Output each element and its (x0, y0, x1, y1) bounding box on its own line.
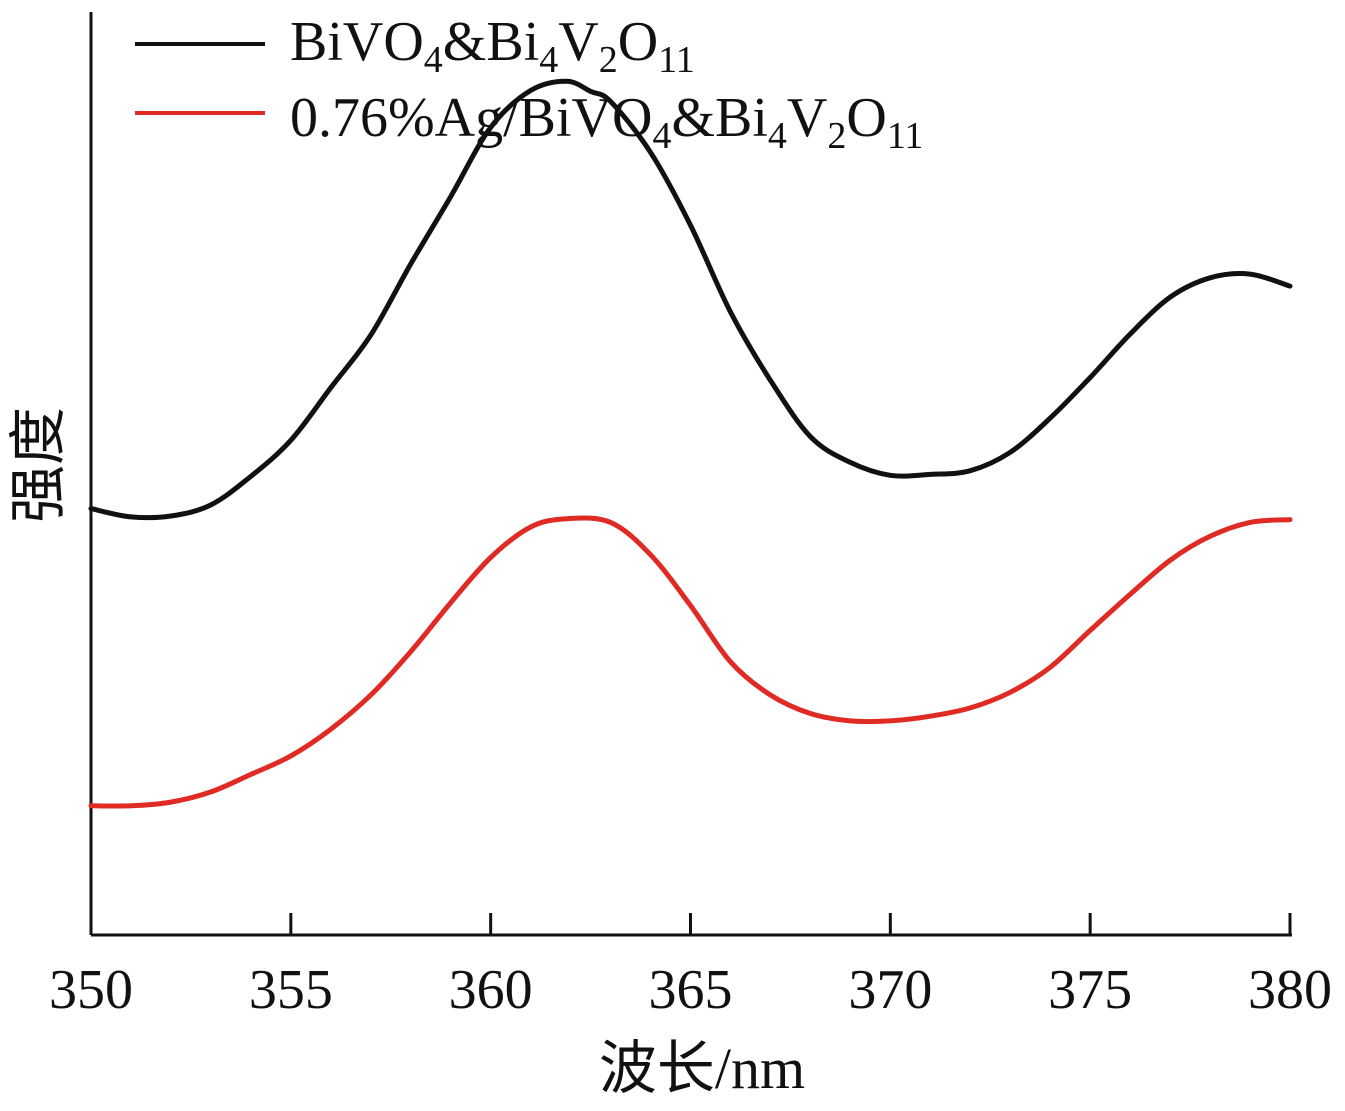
legend: BiVO4&Bi4V2O11 0.76%Ag/BiVO4&Bi4V2O11 (135, 11, 923, 157)
axes: 350 355 360 365 370 375 380 (49, 12, 1332, 1021)
legend-entry-black: BiVO4&Bi4V2O11 (290, 11, 695, 81)
x-tick-label-370: 370 (848, 959, 932, 1021)
legend-entry-red: 0.76%Ag/BiVO4&Bi4V2O11 (290, 87, 923, 157)
x-axis-title: 波长/nm (599, 1036, 805, 1101)
x-tick-label-355: 355 (249, 959, 333, 1021)
x-tick-label-365: 365 (649, 959, 733, 1021)
x-tick-label-350: 350 (49, 959, 133, 1021)
x-ticks: 350 355 360 365 370 375 380 (49, 913, 1332, 1021)
series-line-black (88, 78, 1293, 521)
x-tick-label-380: 380 (1248, 959, 1332, 1021)
series-line-red (88, 515, 1293, 809)
x-tick-label-360: 360 (449, 959, 533, 1021)
series-group (88, 78, 1293, 809)
x-tick-label-375: 375 (1048, 959, 1132, 1021)
y-axis-title: 强度 (6, 407, 71, 523)
